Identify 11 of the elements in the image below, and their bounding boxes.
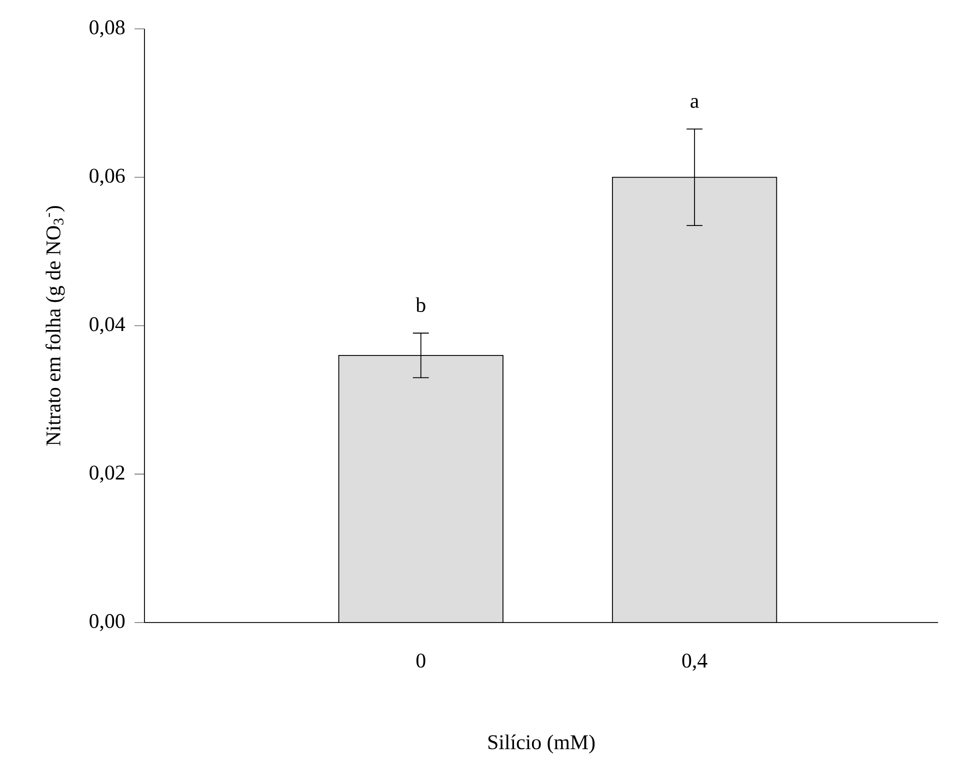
- y-tick-label: 0,04: [90, 316, 126, 334]
- y-axis-title: Nitrato em folha (g de NO$_{3}$$^{-}$): [46, 206, 65, 446]
- y-tick-label: 0,08: [90, 20, 125, 38]
- x-axis-title: Silício (mM): [488, 734, 595, 754]
- x-tick-label: 0: [416, 653, 426, 668]
- annotation: b: [416, 297, 426, 312]
- y-tick-label: 0,06: [90, 168, 125, 186]
- y-tick-label: 0,00: [90, 614, 125, 631]
- annotation: a: [690, 98, 699, 108]
- y-tick-label: 0,02: [90, 465, 124, 482]
- x-tick-label: 0,4: [682, 653, 708, 670]
